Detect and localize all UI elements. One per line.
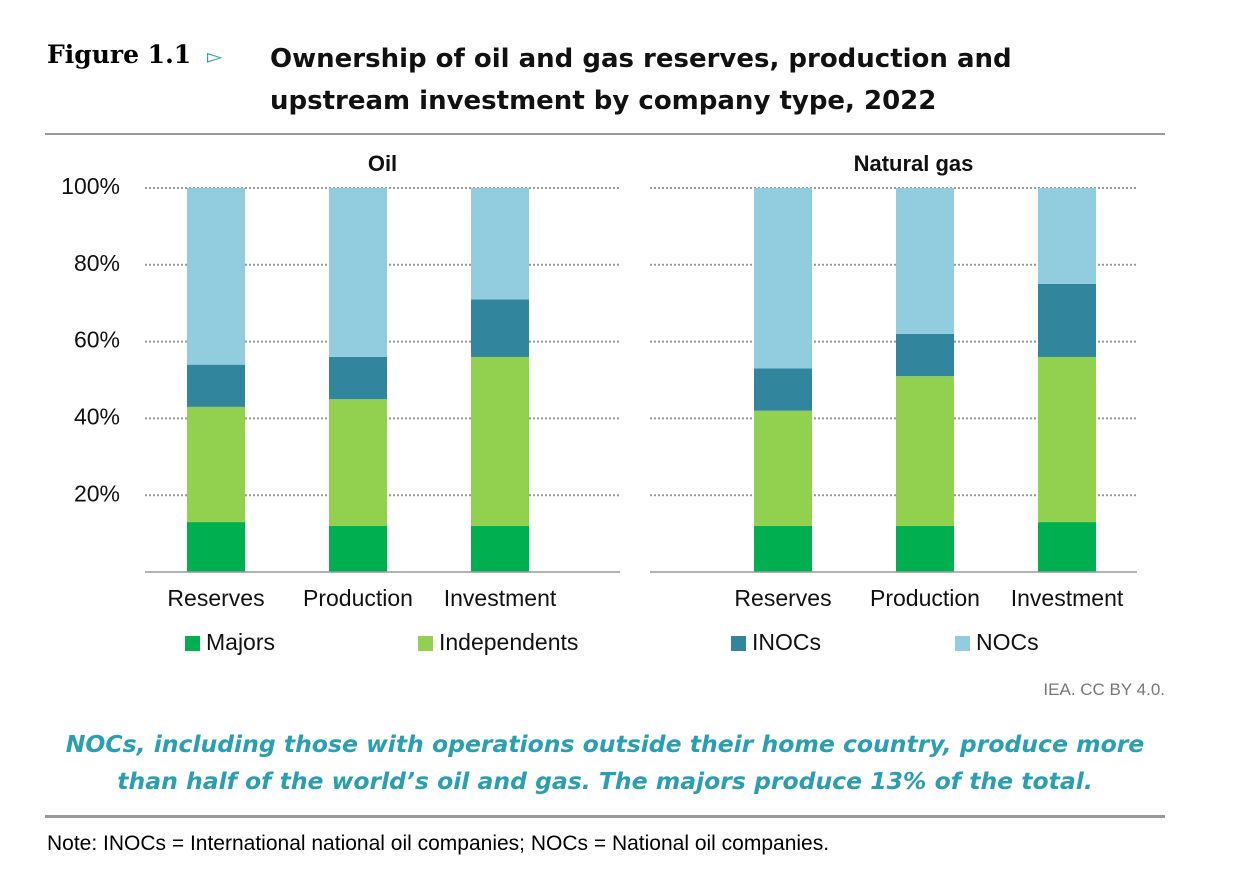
rule bbox=[45, 815, 1165, 818]
y-tick-label: 100% bbox=[61, 173, 120, 199]
legend-label: Independents bbox=[439, 629, 578, 655]
legend-label: Majors bbox=[206, 629, 275, 655]
bar-segment bbox=[1038, 356, 1096, 523]
bar-segment bbox=[329, 399, 387, 526]
x-tick-label: Production bbox=[870, 585, 980, 611]
bar-segment bbox=[754, 368, 812, 411]
bar-segment bbox=[471, 299, 529, 357]
bar-segment bbox=[1038, 522, 1096, 572]
y-tick-label: 40% bbox=[74, 403, 120, 429]
x-tick-label: Reserves bbox=[167, 585, 264, 611]
legend-swatch bbox=[955, 636, 970, 651]
panel-title: Natural gas bbox=[854, 151, 974, 176]
x-tick-label: Investment bbox=[1011, 585, 1124, 611]
legend-swatch bbox=[731, 636, 746, 651]
legend-swatch bbox=[418, 636, 433, 651]
bar-segment bbox=[329, 188, 387, 357]
bar-segment bbox=[896, 188, 954, 334]
legend-label: NOCs bbox=[976, 629, 1039, 655]
y-tick-label: 60% bbox=[74, 327, 120, 353]
bar-segment bbox=[896, 525, 954, 572]
chart: Oil 20% 40% 60% 80% 100% Reserves Production Inv… bbox=[61, 151, 1137, 655]
figure-marker: ▻ bbox=[207, 44, 223, 68]
figure-title: Ownership of oil and gas reserves, produ… bbox=[270, 44, 1012, 116]
bar-segment bbox=[471, 525, 529, 572]
note: Note: INOCs = International national oil… bbox=[47, 832, 830, 855]
bar-segment bbox=[471, 188, 529, 300]
bar-segment bbox=[187, 522, 245, 572]
panel-title: Oil bbox=[368, 151, 397, 176]
x-tick-label: Production bbox=[303, 585, 413, 611]
bar-segment bbox=[754, 525, 812, 572]
figure-label: Figure 1.1 bbox=[47, 40, 192, 69]
bar-segment bbox=[1038, 284, 1096, 357]
rule bbox=[45, 133, 1165, 135]
bar-segment bbox=[896, 376, 954, 526]
legend-swatch bbox=[185, 636, 200, 651]
bar-segment bbox=[1038, 188, 1096, 284]
bar-segment bbox=[754, 188, 812, 369]
y-tick-label: 80% bbox=[74, 250, 120, 276]
bar-segment bbox=[471, 356, 529, 526]
bar-segment bbox=[329, 356, 387, 400]
x-tick-label: Reserves bbox=[734, 585, 831, 611]
bar-segment bbox=[187, 364, 245, 407]
bar-segment bbox=[896, 333, 954, 377]
credit: IEA. CC BY 4.0. bbox=[1043, 680, 1165, 699]
bar-segment bbox=[187, 406, 245, 523]
bar-segment bbox=[754, 410, 812, 526]
y-tick-label: 20% bbox=[74, 480, 120, 506]
bar-segment bbox=[329, 525, 387, 572]
legend-label: INOCs bbox=[752, 629, 821, 655]
bar-segment bbox=[187, 188, 245, 365]
x-tick-label: Investment bbox=[444, 585, 557, 611]
caption: NOCs, including those with operations ou… bbox=[65, 730, 1145, 795]
